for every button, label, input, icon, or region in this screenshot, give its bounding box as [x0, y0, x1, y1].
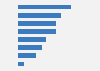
Bar: [18, 62, 24, 66]
Bar: [18, 29, 56, 34]
Bar: [18, 53, 36, 58]
Bar: [18, 37, 46, 42]
Bar: [18, 13, 61, 18]
Bar: [18, 45, 42, 50]
Bar: [18, 21, 56, 26]
Bar: [18, 5, 71, 9]
